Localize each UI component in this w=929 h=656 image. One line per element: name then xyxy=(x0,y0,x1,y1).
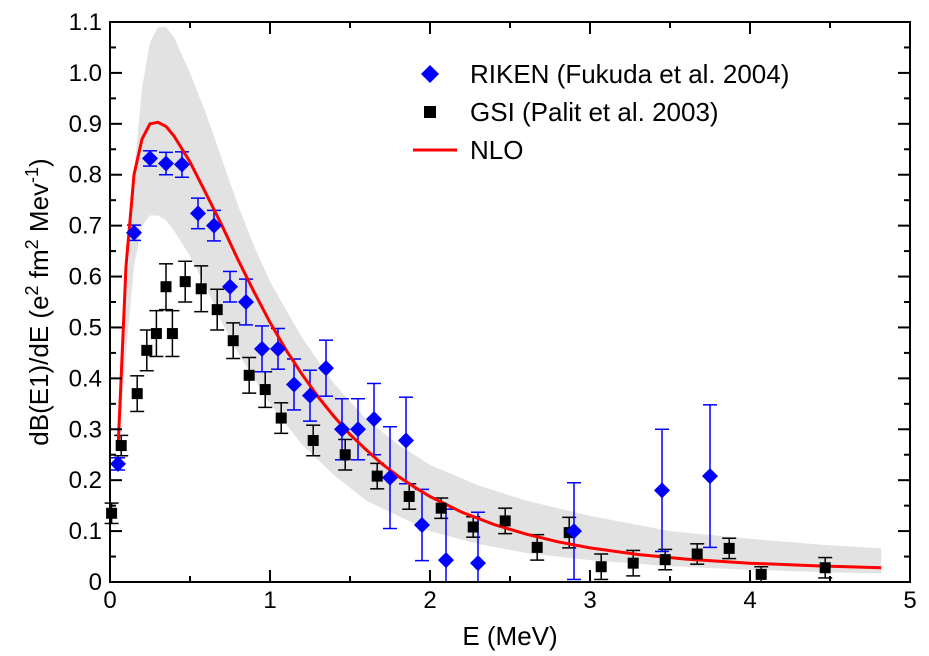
riken-diamond-marker xyxy=(566,523,582,540)
y-tick-label: 0.6 xyxy=(69,264,102,291)
x-tick-label: 4 xyxy=(743,587,756,614)
legend-label-nlo: NLO xyxy=(470,135,523,165)
gsi-square-marker xyxy=(106,507,118,519)
gsi-square-marker xyxy=(659,554,671,566)
gsi-square-marker xyxy=(115,440,127,452)
y-label-sup: 2 xyxy=(22,239,42,249)
gsi-square-marker xyxy=(371,470,383,482)
gsi-square-marker xyxy=(307,434,319,446)
y-label-sup: 2 xyxy=(22,285,42,295)
y-label-part: fm xyxy=(24,249,54,285)
nlo-curve xyxy=(116,120,882,570)
y-label-sup: -1 xyxy=(22,167,42,183)
riken-diamond-marker xyxy=(318,360,334,377)
x-tick-label: 5 xyxy=(903,587,916,614)
legend-item-nlo: NLO xyxy=(413,135,523,165)
legend-label-gsi: GSI (Palit et al. 2003) xyxy=(470,97,719,127)
gsi-square-marker xyxy=(227,335,239,347)
gsi-square-marker xyxy=(195,283,207,295)
x-tick-label: 0 xyxy=(103,587,116,614)
riken-diamond-marker xyxy=(398,432,414,449)
riken-diamond-marker xyxy=(334,421,350,438)
gsi-square-marker xyxy=(691,548,703,560)
riken-diamond-marker xyxy=(142,150,158,167)
y-tick-label: 0.4 xyxy=(69,365,102,392)
gsi-square-marker xyxy=(211,304,223,316)
x-tick-label: 1 xyxy=(263,587,276,614)
riken-diamond-marker xyxy=(438,552,454,569)
riken-diamond-marker xyxy=(270,340,286,357)
riken-diamond-marker xyxy=(382,469,398,486)
gsi-square-marker xyxy=(595,561,607,573)
y-tick-label: 1.1 xyxy=(69,9,102,36)
gsi-square-marker xyxy=(499,515,511,527)
y-tick-label: 0.8 xyxy=(69,162,102,189)
riken-diamond-marker xyxy=(654,482,670,499)
riken-diamond-marker xyxy=(254,340,270,357)
riken-diamond-marker xyxy=(366,411,382,428)
gsi-square-marker xyxy=(150,328,162,340)
riken-diamond-marker xyxy=(414,516,430,533)
y-tick-label: 0 xyxy=(89,569,102,596)
riken-diamond-marker xyxy=(110,455,126,472)
gsi-square-marker xyxy=(403,490,415,502)
riken-diamond-marker xyxy=(158,155,174,172)
x-tick-label: 3 xyxy=(583,587,596,614)
gsi-square-marker xyxy=(819,562,831,574)
y-tick-label: 0.9 xyxy=(69,111,102,138)
y-label-part: dB(E1)/dE (e xyxy=(24,295,54,445)
y-label-part: Mev xyxy=(24,183,54,239)
x-tick-label: 2 xyxy=(423,587,436,614)
legend-item-riken: RIKEN (Fukuda et al. 2004) xyxy=(421,59,789,89)
riken-diamond-marker xyxy=(350,421,366,438)
gsi-square-marker xyxy=(531,541,543,553)
y-tick-label: 0.3 xyxy=(69,416,102,443)
gsi-square-marker xyxy=(259,384,271,396)
gsi-square-marker xyxy=(243,369,255,381)
tick-layer: 0 1 2 3 4 5 0 0.1 0.2 0.3 0.4 0.5 0.6 0.7 0.8 0.9 1.0 1.1 xyxy=(69,9,917,614)
gsi-square-marker xyxy=(275,412,287,424)
riken-diamond-marker xyxy=(286,376,302,393)
y-label-part: ) xyxy=(24,158,54,167)
gsi-square-marker xyxy=(160,281,172,293)
legend: RIKEN (Fukuda et al. 2004) GSI (Palit et… xyxy=(413,59,789,165)
riken-diamond-marker xyxy=(190,205,206,222)
legend-item-gsi: GSI (Palit et al. 2003) xyxy=(424,97,719,127)
gsi-square-marker xyxy=(339,449,351,461)
gsi-square-marker xyxy=(131,388,143,400)
riken-diamond-marker xyxy=(206,217,222,234)
gsi-square-marker xyxy=(166,328,178,340)
legend-label-riken: RIKEN (Fukuda et al. 2004) xyxy=(470,59,789,89)
y-tick-label: 0.1 xyxy=(69,518,102,545)
marker-layer xyxy=(106,150,831,580)
riken-diamond-marker xyxy=(702,468,718,485)
riken-diamond-marker xyxy=(126,224,142,241)
gsi-square-marker xyxy=(755,568,767,580)
riken-diamond-marker xyxy=(222,278,238,295)
x-axis-label: E (MeV) xyxy=(462,621,557,651)
y-axis-label: dB(E1)/dE (e2 fm2 Mev-1) xyxy=(22,158,54,445)
nlo-curve-layer xyxy=(116,120,882,570)
y-tick-label: 0.7 xyxy=(69,213,102,240)
y-tick-label: 0.2 xyxy=(69,467,102,494)
gsi-square-marker xyxy=(467,521,479,533)
riken-diamond-marker xyxy=(238,294,254,310)
legend-diamond-marker xyxy=(421,65,439,83)
error-bar-layer xyxy=(104,150,833,583)
y-tick-label: 0.5 xyxy=(69,314,102,341)
riken-diamond-marker xyxy=(174,156,190,173)
riken-diamond-marker xyxy=(470,555,486,572)
gsi-square-marker xyxy=(435,502,447,514)
gsi-square-marker xyxy=(627,557,639,569)
y-tick-label: 1.0 xyxy=(69,60,102,87)
gsi-square-marker xyxy=(723,542,735,554)
gsi-square-marker xyxy=(141,344,153,356)
gsi-square-marker xyxy=(179,276,191,288)
legend-square-marker xyxy=(424,106,436,118)
riken-diamond-marker xyxy=(302,387,318,404)
